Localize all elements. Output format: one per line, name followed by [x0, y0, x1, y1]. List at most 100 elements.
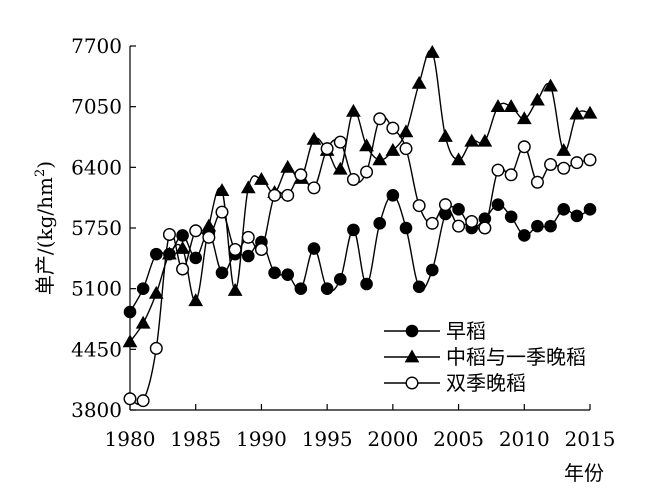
data-point — [570, 156, 584, 170]
data-point — [268, 188, 282, 202]
x-tick-label: 1995 — [302, 427, 353, 451]
data-point — [557, 161, 571, 175]
data-point — [438, 198, 452, 212]
data-point — [307, 181, 321, 195]
y-tick-label: 5750 — [71, 216, 122, 240]
x-tick-label: 2005 — [433, 427, 484, 451]
data-point — [241, 230, 255, 244]
data-point — [359, 138, 374, 152]
data-point — [516, 111, 532, 125]
data-point — [162, 228, 176, 242]
data-point — [557, 203, 571, 216]
data-point — [306, 131, 322, 145]
data-point — [175, 241, 190, 254]
data-point — [386, 121, 400, 135]
data-point — [189, 224, 203, 238]
data-point — [148, 285, 164, 299]
data-point — [399, 142, 413, 156]
data-point — [281, 188, 295, 202]
data-point — [136, 282, 150, 295]
data-point — [215, 266, 229, 280]
legend-marker — [405, 324, 419, 338]
x-tick-label: 2010 — [499, 427, 550, 451]
y-tick-label: 6400 — [71, 155, 122, 179]
data-point — [543, 78, 558, 92]
data-point — [280, 159, 296, 173]
legend-label: 早稻 — [446, 319, 486, 343]
data-point — [398, 124, 414, 138]
data-point — [491, 198, 505, 211]
data-point — [504, 168, 518, 182]
legend-entry: 早稻 — [384, 319, 486, 343]
series-group — [122, 45, 598, 408]
data-point — [214, 183, 230, 197]
data-point — [570, 209, 584, 223]
data-point — [346, 172, 360, 186]
y-tick-label: 4450 — [71, 337, 122, 361]
data-point — [228, 242, 242, 256]
legend-label: 中稻与一季晚稻 — [446, 345, 586, 369]
data-point — [240, 180, 256, 194]
x-tick-label: 2015 — [565, 427, 616, 451]
data-point — [373, 217, 387, 230]
x-ticks: 1980 1985 1990 1995 2000 2005 2010 2015 — [105, 404, 616, 451]
data-point — [320, 282, 334, 295]
data-point — [333, 135, 347, 149]
data-point — [320, 142, 334, 156]
data-point — [478, 221, 492, 235]
data-point — [135, 315, 151, 329]
data-point — [452, 219, 466, 233]
data-point — [583, 153, 597, 167]
data-point — [149, 341, 163, 355]
data-point — [424, 45, 440, 58]
data-point — [491, 163, 505, 177]
data-point — [465, 214, 479, 228]
data-point — [386, 189, 400, 202]
data-point — [215, 205, 229, 219]
data-point — [268, 266, 281, 280]
data-point — [504, 210, 518, 224]
legend-label: 双季晚稻 — [446, 371, 526, 395]
data-point — [438, 129, 453, 142]
data-point — [425, 216, 439, 230]
x-tick-label: 1980 — [105, 427, 156, 451]
data-point — [307, 242, 321, 255]
data-point — [503, 99, 519, 113]
data-point — [254, 171, 269, 185]
data-point — [294, 282, 308, 295]
data-point — [176, 229, 189, 242]
y-tick-label: 7700 — [71, 34, 122, 58]
data-point — [136, 394, 150, 408]
data-point — [412, 280, 426, 294]
data-point — [464, 133, 480, 147]
data-point — [582, 105, 598, 119]
data-point — [530, 92, 545, 106]
data-point — [452, 203, 465, 216]
data-point — [227, 283, 243, 296]
x-axis-title: 年份 — [564, 461, 604, 485]
data-point — [373, 112, 387, 126]
legend-marker — [405, 376, 419, 390]
x-tick-label: 2000 — [367, 427, 418, 451]
data-point — [333, 273, 347, 286]
data-point — [254, 242, 268, 256]
data-point — [451, 152, 466, 166]
x-tick-label: 1985 — [170, 427, 221, 451]
data-point — [477, 133, 493, 147]
data-point — [294, 168, 308, 182]
series-line — [129, 49, 591, 343]
data-point — [372, 152, 388, 166]
data-point — [531, 219, 544, 233]
data-point — [412, 199, 426, 213]
series-3 — [123, 112, 597, 408]
data-point — [556, 143, 572, 156]
data-point — [122, 334, 138, 348]
data-point — [149, 247, 163, 261]
legend-marker — [404, 349, 420, 363]
data-point — [583, 203, 597, 216]
series-1 — [123, 189, 597, 319]
data-point — [360, 165, 374, 179]
data-point — [202, 230, 216, 244]
data-point — [241, 249, 255, 263]
